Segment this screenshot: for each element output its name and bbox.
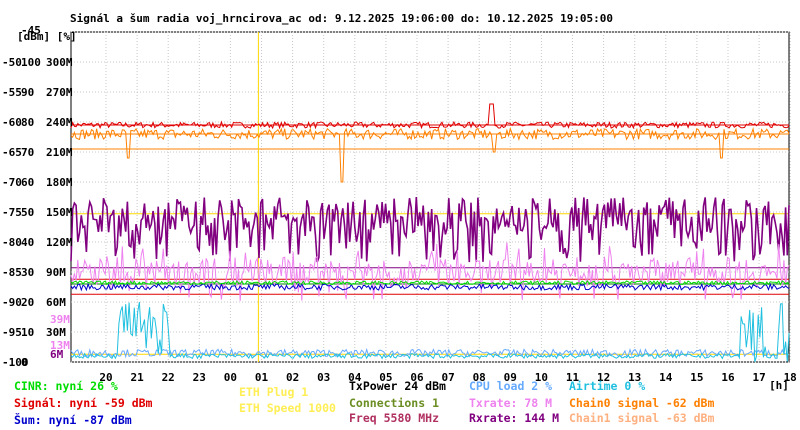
legend-freq: Freq 5580 MHz <box>349 411 440 425</box>
y-tick-dbm: -55 <box>2 86 22 99</box>
legend-cinr: CINR: nyní 26 % <box>14 379 118 393</box>
y-tick-rate: 90M <box>46 266 66 279</box>
series--um <box>70 282 790 292</box>
y-tick-dbm: -65 <box>2 146 22 159</box>
x-tick-label: 13 <box>628 371 641 384</box>
y-tick-percent: 40 <box>21 236 34 249</box>
y-tick-dbm: -95 <box>2 326 22 339</box>
y-tick-dbm: -45 <box>21 24 41 37</box>
y-tick-rate: 120M <box>46 236 73 249</box>
rate-marker-label: 39M <box>50 313 70 326</box>
x-tick-label: 17 <box>752 371 765 384</box>
y-units-label: [dBm] [%] <box>17 30 77 43</box>
x-tick-label: 02 <box>286 371 299 384</box>
x-tick-label: 01 <box>255 371 269 384</box>
x-tick-label: 09 <box>504 371 517 384</box>
x-tick-label: 03 <box>317 371 330 384</box>
x-tick-label: 20 <box>99 371 112 384</box>
legend-noise: Šum: nyní -87 dBm <box>14 413 132 427</box>
series-chain0-signal <box>70 126 790 183</box>
x-tick-label: 07 <box>441 371 454 384</box>
x-tick-label: 08 <box>473 371 486 384</box>
y-tick-dbm: -50 <box>2 56 22 69</box>
x-tick-label: 16 <box>721 371 735 384</box>
y-tick-dbm: -60 <box>2 116 22 129</box>
y-tick-rate: 270M <box>46 86 73 99</box>
x-tick-label: 22 <box>162 371 175 384</box>
series-rxrate <box>70 196 790 263</box>
rate-marker-label: 6M <box>50 348 64 361</box>
chart-title: Signál a šum radia voj_hrncirova_ac od: … <box>70 12 613 25</box>
y-tick-percent: 80 <box>21 116 34 129</box>
x-unit-label: [h] <box>769 379 789 392</box>
y-tick-rate: 240M <box>46 116 73 129</box>
series-cpu-load <box>70 347 790 359</box>
y-tick-percent: 70 <box>21 146 34 159</box>
series-cinr <box>70 280 790 286</box>
y-tick-percent: 50 <box>21 206 34 219</box>
y-tick-rate: 60M <box>46 296 66 309</box>
y-tick-percent: 100 <box>21 56 41 69</box>
x-tick-label: 10 <box>535 371 548 384</box>
y-tick-rate: 30M <box>46 326 66 339</box>
y-tick-dbm: -75 <box>2 206 22 219</box>
x-tick-label: 18 <box>784 371 797 384</box>
legend-chain0: Chain0 signal -62 dBm <box>569 396 715 410</box>
y-tick-dbm: -90 <box>2 296 22 309</box>
legend-txrate: Txrate: 78 M <box>469 396 553 410</box>
y-tick-dbm: -80 <box>2 236 22 249</box>
y-tick-rate: 210M <box>46 146 73 159</box>
x-tick-label: 06 <box>410 371 424 384</box>
y-tick-rate: 180M <box>46 176 73 189</box>
legend-signal: Signál: nyní -59 dBm <box>14 396 153 410</box>
x-tick-label: 14 <box>659 371 673 384</box>
series-txrate <box>70 242 790 301</box>
y-tick-percent: 10 <box>21 326 34 339</box>
x-tick-label: 15 <box>690 371 703 384</box>
legend-chain1: Chain1 signal -63 dBm <box>569 411 715 425</box>
y-tick-percent: 0 <box>21 356 28 369</box>
y-tick-rate: 300M <box>46 56 73 69</box>
x-tick-label: 05 <box>379 371 392 384</box>
y-tick-percent: 60 <box>21 176 34 189</box>
legend-txpower: TxPower 24 dBm <box>349 379 446 393</box>
x-tick-label: 04 <box>348 371 362 384</box>
legend-eth-plug: ETH Plug 1 <box>239 385 309 399</box>
x-tick-label: 21 <box>130 371 144 384</box>
series-airtime <box>70 301 790 363</box>
y-tick-percent: 30 <box>21 266 34 279</box>
x-tick-label: 23 <box>193 371 206 384</box>
legend-cpu-load: CPU load 2 % <box>469 379 553 393</box>
series-sign-l <box>70 103 790 130</box>
plot-area <box>70 31 790 363</box>
legend-eth-speed: ETH Speed 1000 <box>239 401 336 415</box>
x-tick-label: 11 <box>566 371 580 384</box>
legend-airtime: Airtime 0 % <box>569 379 646 393</box>
legend-rxrate: Rxrate: 144 M <box>469 411 560 425</box>
y-tick-dbm: -100 <box>2 356 29 369</box>
y-tick-percent: 90 <box>21 86 34 99</box>
x-tick-label: 00 <box>224 371 237 384</box>
x-tick-label: 12 <box>597 371 610 384</box>
y-tick-percent: 20 <box>21 296 34 309</box>
y-tick-dbm: -85 <box>2 266 22 279</box>
y-tick-rate: 150M <box>46 206 73 219</box>
legend-connections: Connections 1 <box>349 396 440 410</box>
y-tick-dbm: -70 <box>2 176 22 189</box>
rate-marker-label: 13M <box>50 339 70 352</box>
